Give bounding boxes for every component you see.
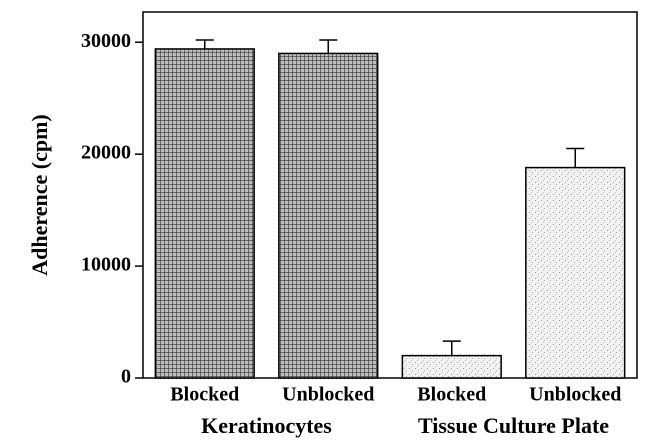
x-tick-label: Unblocked bbox=[529, 384, 621, 406]
y-tick-label: 20000 bbox=[81, 142, 131, 164]
x-tick-label: Blocked bbox=[417, 384, 486, 406]
bar bbox=[525, 166, 626, 379]
group-label: Tissue Culture Plate bbox=[418, 413, 609, 438]
x-tick-label: Blocked bbox=[170, 384, 239, 406]
y-tick-label: 0 bbox=[121, 366, 131, 388]
y-tick-label: 30000 bbox=[81, 30, 131, 52]
y-tick-label: 10000 bbox=[81, 254, 131, 276]
bar bbox=[154, 48, 255, 379]
x-tick-label: Unblocked bbox=[282, 384, 374, 406]
bar bbox=[401, 354, 502, 379]
y-axis-label: Adherence (cpm) bbox=[27, 114, 52, 276]
plot-frame bbox=[142, 11, 638, 379]
bar bbox=[278, 52, 379, 379]
group-label: Keratinocytes bbox=[201, 413, 332, 438]
